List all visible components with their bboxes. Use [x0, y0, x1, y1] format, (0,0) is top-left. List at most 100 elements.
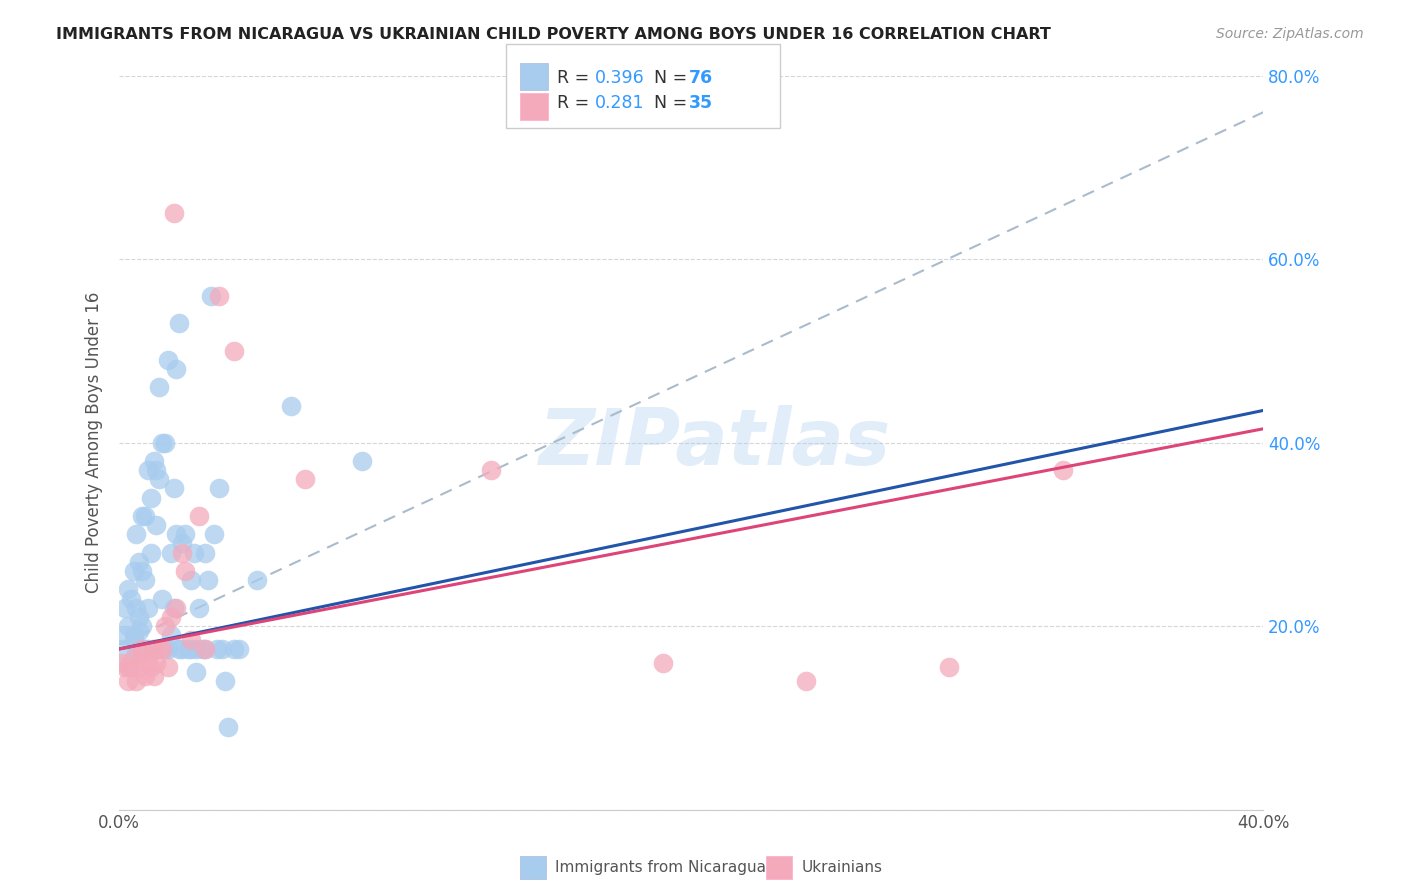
Point: [117, 660, 139, 674]
Point: [172, 642, 194, 657]
Point: [128, 660, 150, 674]
Point: [186, 642, 208, 657]
Point: [169, 642, 191, 657]
Point: [479, 463, 502, 477]
Point: [120, 591, 142, 606]
Point: [145, 656, 167, 670]
Point: [148, 472, 170, 486]
Point: [128, 610, 150, 624]
Point: [245, 573, 267, 587]
Y-axis label: Child Poverty Among Boys Under 16: Child Poverty Among Boys Under 16: [86, 292, 103, 593]
Point: [162, 600, 184, 615]
Point: [120, 660, 142, 674]
Text: 0.396: 0.396: [595, 69, 644, 87]
Text: Ukrainians: Ukrainians: [801, 861, 883, 875]
Point: [122, 564, 145, 578]
Point: [294, 472, 316, 486]
Point: [114, 600, 136, 615]
Text: 76: 76: [689, 69, 713, 87]
Point: [1052, 463, 1074, 477]
Point: [122, 632, 145, 647]
Text: ZIPatlas: ZIPatlas: [538, 405, 890, 481]
Point: [148, 642, 170, 657]
Point: [125, 642, 148, 657]
Point: [194, 642, 217, 657]
Point: [139, 546, 162, 560]
Point: [177, 642, 200, 657]
Point: [222, 642, 245, 657]
Text: N =: N =: [654, 69, 693, 87]
Point: [122, 651, 145, 665]
Point: [280, 399, 302, 413]
Point: [208, 482, 231, 496]
Point: [111, 642, 134, 657]
Point: [188, 508, 211, 523]
Point: [156, 642, 179, 657]
Point: [180, 632, 202, 647]
Text: Immigrants from Nicaragua: Immigrants from Nicaragua: [555, 861, 766, 875]
Point: [148, 380, 170, 394]
Point: [114, 660, 136, 674]
Point: [131, 619, 153, 633]
Point: [111, 656, 134, 670]
Point: [117, 582, 139, 597]
Text: R =: R =: [557, 69, 595, 87]
Point: [202, 527, 225, 541]
Point: [191, 642, 214, 657]
Point: [139, 491, 162, 505]
Point: [153, 619, 176, 633]
Point: [166, 362, 188, 376]
Point: [200, 289, 222, 303]
Point: [153, 435, 176, 450]
Point: [156, 353, 179, 368]
Text: 0.281: 0.281: [595, 95, 644, 112]
Point: [131, 642, 153, 657]
Text: N =: N =: [654, 95, 693, 112]
Point: [134, 642, 156, 657]
Point: [131, 564, 153, 578]
Point: [214, 674, 236, 689]
Point: [142, 642, 165, 657]
Point: [125, 600, 148, 615]
Point: [150, 435, 173, 450]
Point: [122, 628, 145, 642]
Point: [136, 463, 159, 477]
Text: IMMIGRANTS FROM NICARAGUA VS UKRAINIAN CHILD POVERTY AMONG BOYS UNDER 16 CORRELA: IMMIGRANTS FROM NICARAGUA VS UKRAINIAN C…: [56, 27, 1052, 42]
Point: [794, 674, 817, 689]
Point: [938, 660, 960, 674]
Point: [128, 555, 150, 569]
Point: [153, 642, 176, 657]
Point: [194, 642, 217, 657]
Text: R =: R =: [557, 95, 595, 112]
Point: [120, 656, 142, 670]
Point: [172, 546, 194, 560]
Point: [222, 343, 245, 358]
Point: [162, 206, 184, 220]
Point: [114, 628, 136, 642]
Point: [136, 600, 159, 615]
Point: [197, 573, 219, 587]
Point: [142, 642, 165, 657]
Point: [352, 454, 374, 468]
Point: [188, 600, 211, 615]
Point: [150, 642, 173, 657]
Point: [217, 720, 239, 734]
Point: [136, 642, 159, 657]
Point: [166, 600, 188, 615]
Point: [186, 665, 208, 679]
Point: [166, 527, 188, 541]
Point: [145, 463, 167, 477]
Point: [159, 628, 181, 642]
Point: [125, 527, 148, 541]
Point: [117, 619, 139, 633]
Point: [117, 674, 139, 689]
Point: [174, 564, 197, 578]
Point: [131, 508, 153, 523]
Point: [211, 642, 233, 657]
Point: [194, 546, 217, 560]
Point: [651, 656, 673, 670]
Text: 35: 35: [689, 95, 713, 112]
Point: [134, 508, 156, 523]
Point: [142, 454, 165, 468]
Point: [205, 642, 228, 657]
